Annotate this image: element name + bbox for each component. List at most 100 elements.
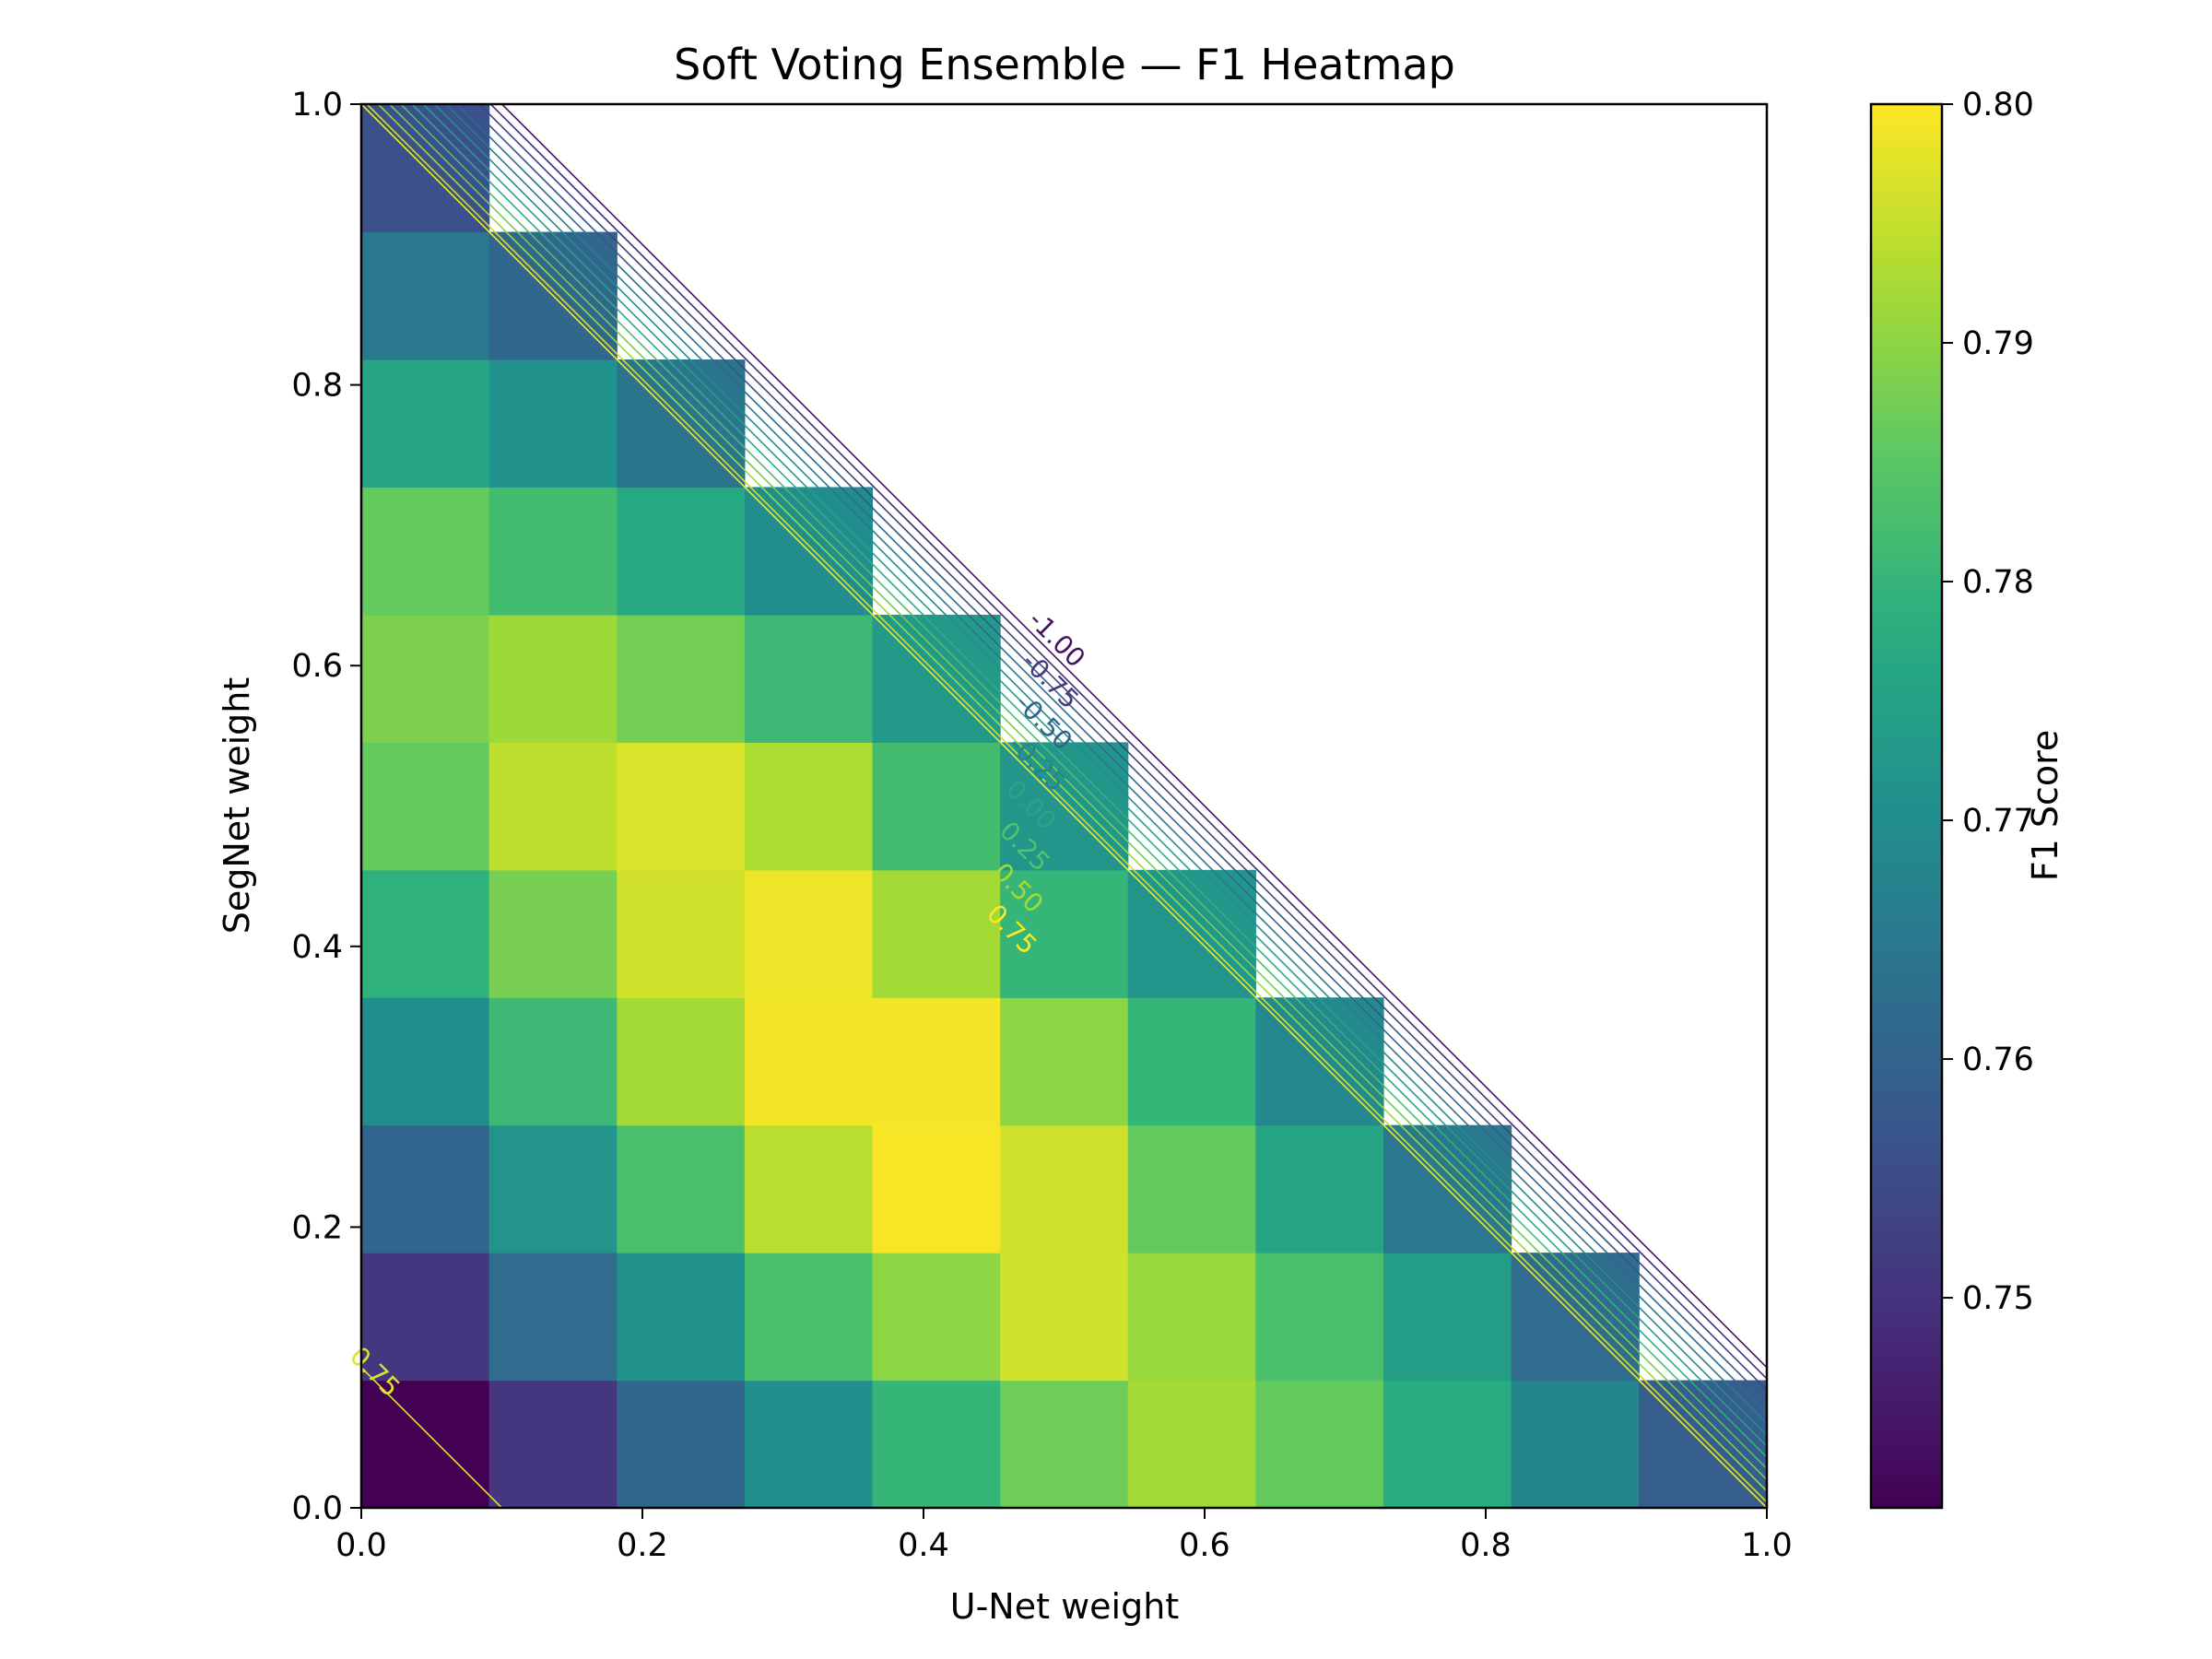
heatmap-cell bbox=[361, 997, 490, 1126]
heatmap-cell bbox=[361, 359, 490, 488]
heatmap-cell bbox=[617, 487, 746, 616]
heatmap-cell bbox=[617, 742, 746, 871]
x-tick-label: 0.6 bbox=[1179, 1527, 1230, 1564]
contour-line bbox=[466, 104, 1767, 1403]
heatmap-cell bbox=[872, 1380, 1001, 1509]
heatmap-cell bbox=[744, 614, 874, 743]
heatmap-cell bbox=[488, 1380, 618, 1509]
colorbar-tick-label: 0.79 bbox=[1962, 325, 2034, 362]
x-tick-label: 0.4 bbox=[898, 1527, 949, 1564]
colorbar-tick-label: 0.77 bbox=[1962, 803, 2034, 840]
contour-line bbox=[377, 104, 1767, 1492]
x-tick-label: 0.8 bbox=[1460, 1527, 1512, 1564]
heatmap-cell bbox=[1127, 1380, 1256, 1509]
heatmap-cell bbox=[361, 614, 490, 743]
y-tick-label: 0.0 bbox=[291, 1490, 343, 1527]
contour-line bbox=[455, 104, 1767, 1414]
heatmap-cell bbox=[1000, 869, 1129, 998]
heatmap-cell bbox=[488, 869, 618, 998]
heatmap-cell bbox=[744, 1253, 874, 1382]
contour-line bbox=[477, 104, 1767, 1392]
heatmap-cell bbox=[872, 1124, 1001, 1253]
heatmap-cell bbox=[744, 1124, 874, 1253]
heatmap-cell bbox=[872, 997, 1001, 1126]
colorbar-label: F1 Score bbox=[2025, 730, 2065, 882]
contour-line bbox=[361, 104, 1767, 1508]
heatmap-cell bbox=[872, 742, 1001, 871]
heatmap-cell bbox=[617, 1124, 746, 1253]
heatmap-cell bbox=[617, 869, 746, 998]
heatmap-cell bbox=[361, 742, 490, 871]
y-tick-label: 0.4 bbox=[291, 929, 343, 966]
contour-line bbox=[500, 104, 1767, 1369]
heatmap-cell bbox=[488, 1124, 618, 1253]
heatmap-cell bbox=[361, 869, 490, 998]
contour-line bbox=[361, 1367, 503, 1508]
contour-line bbox=[489, 104, 1767, 1381]
heatmap-cell bbox=[744, 742, 874, 871]
heatmap-cell bbox=[488, 359, 618, 488]
colorbar-tick-label: 0.76 bbox=[1962, 1041, 2034, 1078]
heatmap-cell bbox=[1255, 1124, 1384, 1253]
heatmap-cell bbox=[1000, 1124, 1129, 1253]
contour-line bbox=[399, 104, 1767, 1470]
contour-line bbox=[444, 104, 1767, 1425]
y-axis: 0.0 0.2 0.4 0.6 0.8 1.0 bbox=[291, 87, 361, 1527]
heatmap-cell bbox=[361, 487, 490, 616]
heatmap-cell bbox=[1382, 1253, 1512, 1382]
colorbar-tick-label: 0.75 bbox=[1962, 1280, 2034, 1317]
colorbar-tick-label: 0.80 bbox=[1962, 87, 2034, 124]
heatmap-cell bbox=[617, 1253, 746, 1382]
heatmap-cell bbox=[1255, 1253, 1384, 1382]
contour-line bbox=[433, 104, 1767, 1436]
heatmap-cell bbox=[488, 487, 618, 616]
x-tick-label: 0.2 bbox=[617, 1527, 668, 1564]
heatmap-cell bbox=[1000, 1253, 1129, 1382]
heatmap-cell bbox=[1127, 1253, 1256, 1382]
heatmap-cell bbox=[1382, 1380, 1512, 1509]
heatmap-cell bbox=[617, 997, 746, 1126]
x-axis-label: U-Net weight bbox=[950, 1586, 1179, 1627]
heatmap-cell bbox=[361, 1124, 490, 1253]
x-axis: 0.0 0.2 0.4 0.6 0.8 1.0 bbox=[335, 1508, 1793, 1564]
heatmap-cell bbox=[1511, 1380, 1640, 1509]
heatmap-cell bbox=[872, 1253, 1001, 1382]
contour-line bbox=[421, 104, 1767, 1448]
x-tick-label: 0.0 bbox=[335, 1527, 387, 1564]
heatmap-cell bbox=[744, 997, 874, 1126]
heatmap-cell bbox=[488, 997, 618, 1126]
heatmap-cell bbox=[488, 1253, 618, 1382]
y-axis-label: SegNet weight bbox=[217, 677, 257, 935]
heatmap-cell bbox=[1000, 997, 1129, 1126]
heatmap-cell bbox=[1127, 997, 1256, 1126]
contour-lines bbox=[361, 104, 1767, 1508]
heatmap-cell bbox=[361, 231, 490, 360]
y-tick-label: 0.2 bbox=[291, 1209, 343, 1246]
chart-title: Soft Voting Ensemble — F1 Heatmap bbox=[674, 40, 1455, 89]
colorbar bbox=[1871, 104, 1942, 1508]
heatmap-cell bbox=[744, 869, 874, 998]
heatmap-cell bbox=[1127, 1124, 1256, 1253]
contour-line bbox=[410, 104, 1767, 1459]
heatmap-cell bbox=[488, 742, 618, 871]
heatmap-cell bbox=[488, 614, 618, 743]
heatmap-cell bbox=[361, 1380, 490, 1509]
colorbar-ticks: 0.75 0.76 0.77 0.78 0.79 0.80 bbox=[1942, 87, 2034, 1317]
heatmap-cell bbox=[617, 614, 746, 743]
x-tick-label: 1.0 bbox=[1741, 1527, 1793, 1564]
heatmap-cell bbox=[744, 1380, 874, 1509]
colorbar-tick-label: 0.78 bbox=[1962, 564, 2034, 601]
heatmap-cell bbox=[1255, 1380, 1384, 1509]
y-tick-label: 0.8 bbox=[291, 368, 343, 405]
heatmap-cell bbox=[361, 1253, 490, 1382]
contour-line bbox=[365, 104, 1767, 1504]
heatmap-cell bbox=[617, 1380, 746, 1509]
heatmap-cell bbox=[1000, 1380, 1129, 1509]
colorbar-frame bbox=[1869, 102, 1944, 1510]
heatmap-cell bbox=[872, 869, 1001, 998]
y-tick-label: 1.0 bbox=[291, 87, 343, 124]
y-tick-label: 0.6 bbox=[291, 648, 343, 685]
contour-line bbox=[388, 104, 1767, 1481]
plot-frame bbox=[359, 102, 1769, 1510]
